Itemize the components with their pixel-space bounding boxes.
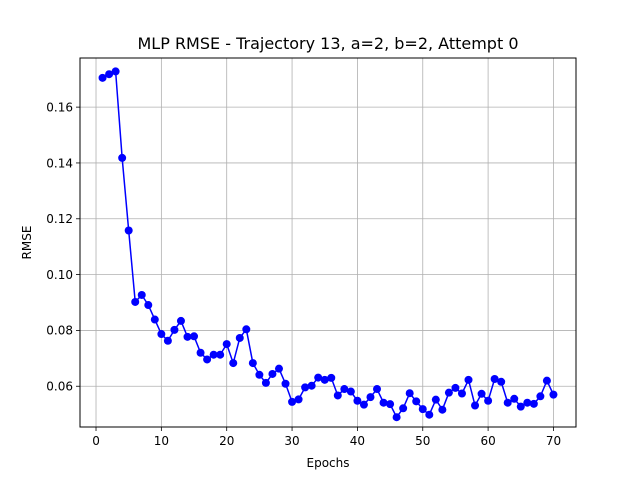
data-point (510, 394, 519, 403)
data-point (314, 373, 323, 382)
data-point (523, 398, 532, 407)
data-point (471, 401, 480, 410)
data-point (549, 390, 558, 399)
data-point (131, 297, 140, 306)
data-point (366, 393, 375, 402)
data-point (457, 389, 466, 398)
data-point (477, 389, 486, 398)
data-point (307, 381, 316, 390)
data-point (346, 387, 355, 396)
data-point (386, 400, 395, 409)
data-point (464, 375, 473, 384)
data-point (405, 389, 414, 398)
plot-series (98, 67, 558, 422)
data-point (399, 404, 408, 413)
data-point (542, 376, 551, 385)
data-point (255, 370, 264, 379)
x-tick-label: 40 (350, 434, 365, 448)
y-tick-label: 0.10 (46, 268, 73, 282)
data-point (105, 70, 114, 79)
x-tick-label: 70 (546, 434, 561, 448)
x-tick-label: 10 (154, 434, 169, 448)
data-point (503, 398, 512, 407)
y-tick-label: 0.06 (46, 380, 73, 394)
y-tick-label: 0.14 (46, 156, 73, 170)
data-point (163, 336, 172, 345)
x-tick-label: 30 (284, 434, 299, 448)
data-point (431, 395, 440, 404)
y-tick-label: 0.16 (46, 100, 73, 114)
x-axis-label: Epochs (307, 456, 350, 470)
data-point (425, 410, 434, 419)
data-point (176, 316, 185, 325)
x-tick-label: 20 (219, 434, 234, 448)
data-point (137, 290, 146, 299)
data-point (111, 67, 120, 76)
y-tick-label: 0.12 (46, 212, 73, 226)
data-point (274, 364, 283, 373)
data-point (196, 348, 205, 357)
data-point (229, 359, 238, 368)
data-point (327, 373, 336, 382)
chart-title: MLP RMSE - Trajectory 13, a=2, b=2, Atte… (137, 34, 518, 53)
data-point (536, 392, 545, 401)
data-point (379, 398, 388, 407)
x-tick-label: 0 (92, 434, 100, 448)
data-point (340, 385, 349, 394)
data-point (124, 226, 133, 235)
data-point (144, 301, 153, 310)
plot-frame (79, 57, 577, 428)
data-point (373, 385, 382, 394)
data-point (203, 355, 212, 364)
data-point (261, 378, 270, 387)
y-tick-label: 0.08 (46, 324, 73, 338)
data-point (170, 325, 179, 334)
data-point (438, 405, 447, 414)
data-point (451, 383, 460, 392)
data-point (281, 379, 290, 388)
y-axis-label: RMSE (20, 226, 34, 260)
data-point (242, 325, 251, 334)
data-point (353, 396, 362, 405)
data-point (190, 332, 199, 341)
data-point (118, 153, 127, 162)
x-tick-label: 60 (480, 434, 495, 448)
data-point (294, 395, 303, 404)
data-point (248, 359, 257, 368)
data-point (497, 377, 506, 386)
data-point (209, 350, 218, 359)
data-point (490, 374, 499, 383)
data-point (268, 369, 277, 378)
data-point (157, 330, 166, 339)
data-point (412, 397, 421, 406)
data-point (216, 350, 225, 359)
data-point (484, 396, 493, 405)
x-tick-label: 50 (415, 434, 430, 448)
data-point (320, 375, 329, 384)
data-point (444, 388, 453, 397)
data-point (150, 315, 159, 324)
data-point (222, 340, 231, 349)
data-point (359, 400, 368, 409)
data-point (392, 413, 401, 422)
data-point (235, 333, 244, 342)
data-point (529, 399, 538, 408)
grid (80, 58, 576, 427)
data-point (98, 73, 107, 82)
data-point (516, 402, 525, 411)
data-point (301, 383, 310, 392)
axis-ticks: 0 10 20 30 40 50 60 70 0.06 0.08 0.10 0.12 0.14 0.16 (46, 100, 561, 448)
data-point (183, 332, 192, 341)
data-point (288, 397, 297, 406)
data-point (333, 391, 342, 400)
data-point (418, 405, 427, 414)
